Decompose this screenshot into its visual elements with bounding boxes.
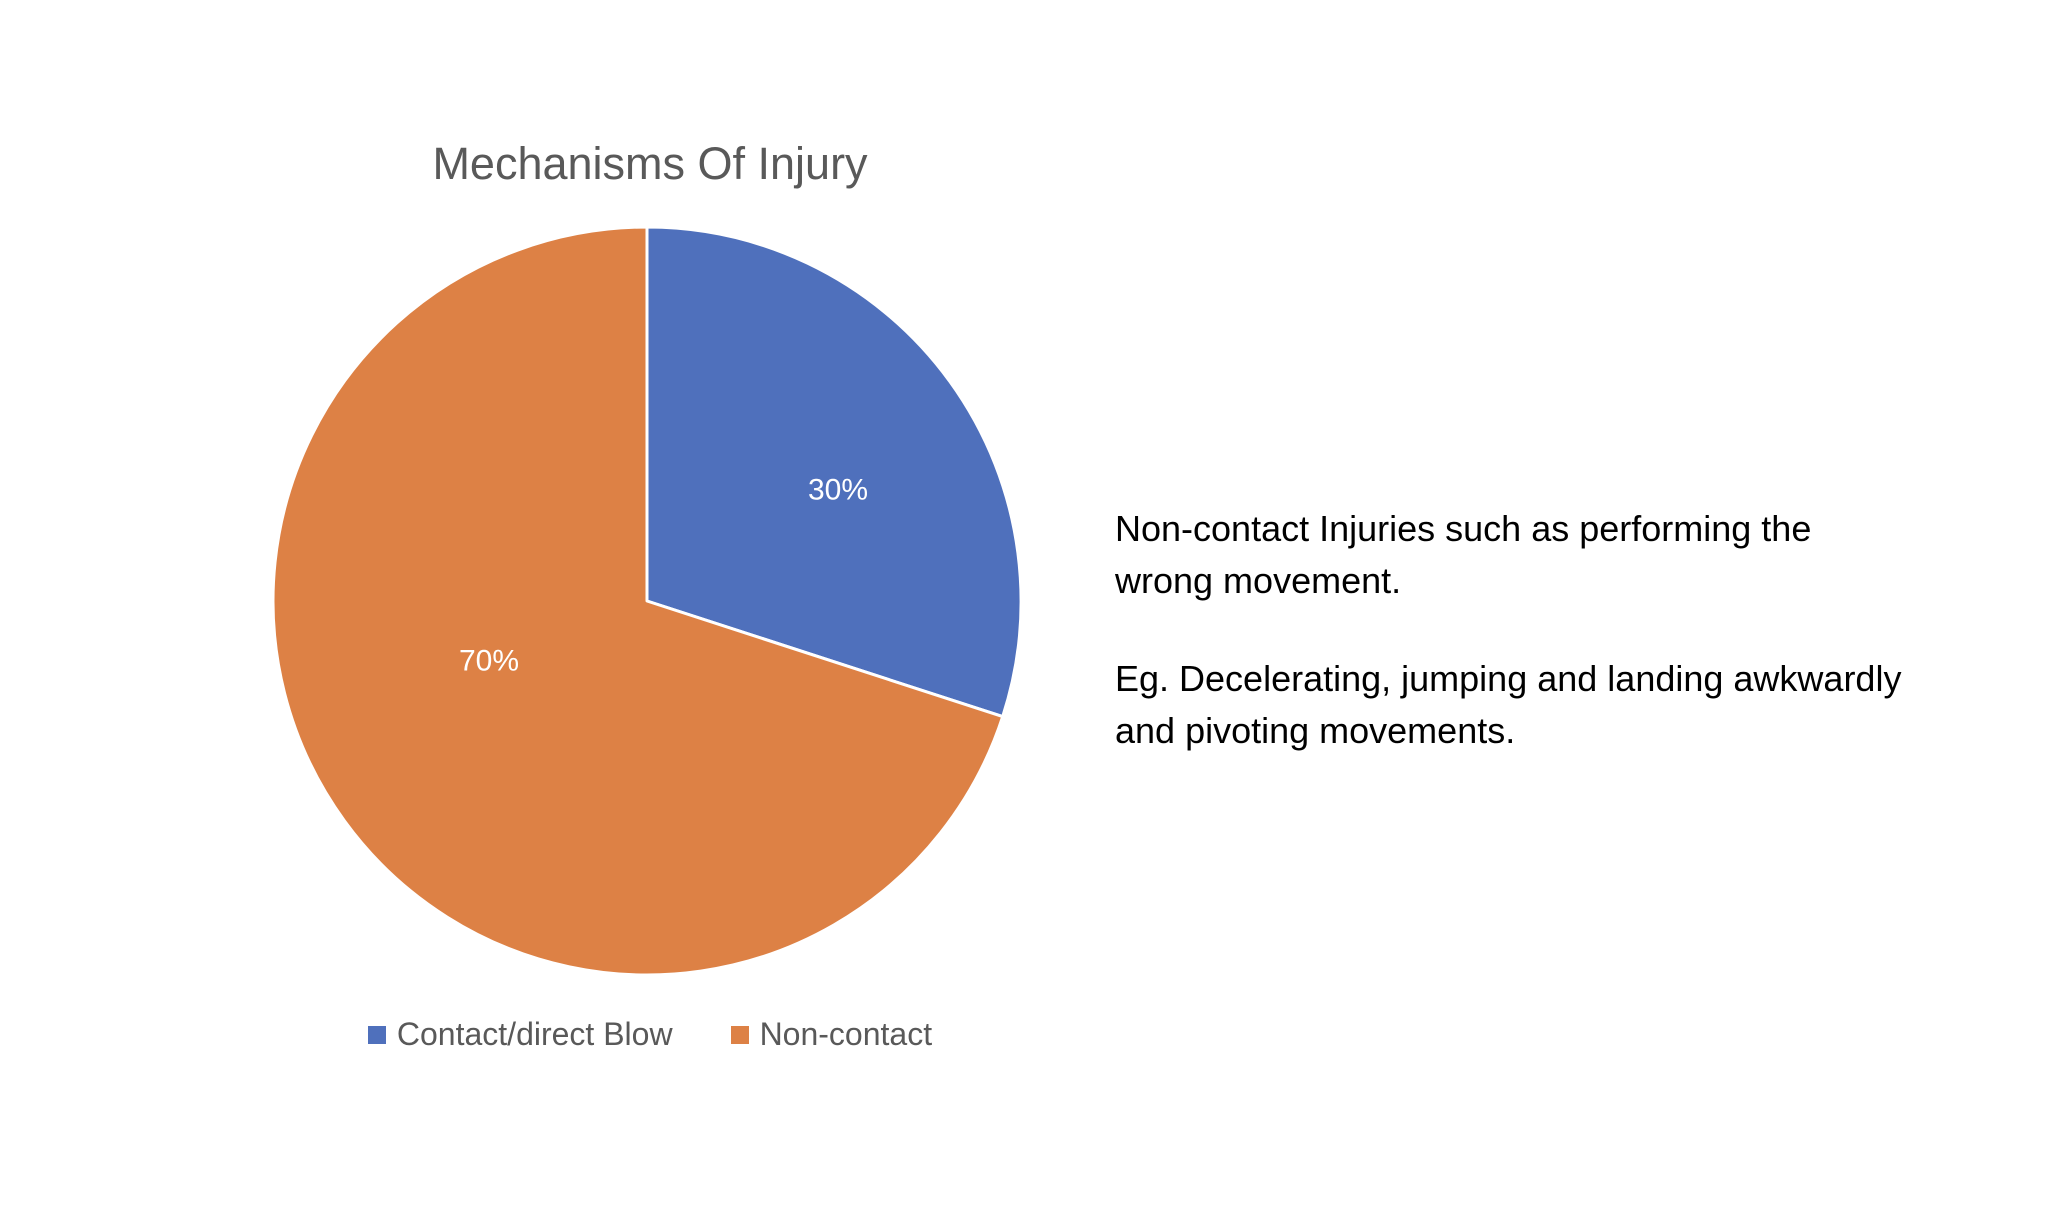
annotation-paragraph-2: Eg. Decelerating, jumping and landing aw… xyxy=(1115,658,1902,751)
chart-legend: Contact/direct Blow Non-contact xyxy=(150,1016,1150,1053)
legend-label-non-contact: Non-contact xyxy=(759,1016,933,1052)
annotation-paragraph-1: Non-contact Injuries such as performing … xyxy=(1115,508,1812,601)
pie-slice-contact-direct-blow xyxy=(645,225,1023,719)
legend-label-contact: Contact/direct Blow xyxy=(396,1016,673,1052)
pie-data-label-contact: 30% xyxy=(808,474,868,507)
legend-item-contact: Contact/direct Blow xyxy=(367,1016,673,1053)
legend-item-non-contact: Non-contact xyxy=(730,1016,933,1053)
pie-slice-non-contact xyxy=(271,225,1005,977)
legend-swatch-non-contact-icon xyxy=(730,1025,749,1044)
annotation-block: Non-contact Injuries such as performing … xyxy=(1115,503,1915,757)
legend-swatch-contact-icon xyxy=(367,1025,386,1044)
chart-title: Mechanisms Of Injury xyxy=(432,138,868,189)
pie-chart: 30% 70% xyxy=(271,225,1023,977)
pie-data-label-non-contact: 70% xyxy=(459,645,519,678)
